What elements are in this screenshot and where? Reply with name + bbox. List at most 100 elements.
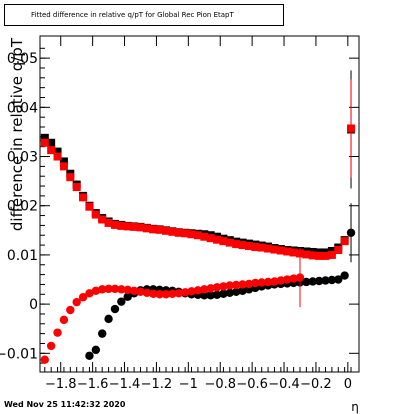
x-tick-label: −1.4	[109, 377, 141, 392]
data-marks	[40, 70, 356, 364]
data-point	[66, 173, 75, 182]
data-point	[72, 183, 81, 192]
data-point	[193, 286, 203, 295]
data-point	[238, 280, 247, 289]
data-point	[53, 152, 62, 161]
data-point	[110, 220, 119, 229]
data-point	[213, 235, 222, 244]
data-point	[257, 243, 266, 252]
x-axis-title: η	[351, 400, 359, 414]
data-point	[104, 284, 113, 294]
data-point	[289, 274, 298, 283]
data-point	[225, 288, 235, 297]
data-point	[212, 290, 222, 299]
chart-title-box: Fitted difference in relative q/pT for G…	[4, 4, 284, 26]
data-point	[321, 251, 330, 260]
data-point	[200, 232, 209, 241]
data-point	[47, 146, 56, 155]
data-point	[142, 224, 151, 233]
data-point	[53, 147, 62, 156]
x-tick-label: −0.4	[268, 377, 300, 392]
x-tick-label: −0.2	[300, 377, 332, 392]
x-tick-label: −1	[179, 377, 198, 392]
data-point	[321, 276, 330, 285]
data-point	[314, 276, 324, 286]
data-point	[174, 289, 183, 298]
data-point	[283, 247, 292, 256]
data-point	[346, 228, 356, 237]
data-point	[110, 304, 120, 314]
chart-title: Fitted difference in relative q/pT for G…	[31, 11, 234, 19]
data-point	[219, 282, 228, 291]
data-point	[123, 285, 132, 295]
data-point	[225, 281, 235, 290]
data-point	[347, 124, 356, 133]
data-point	[244, 242, 253, 251]
data-point	[91, 345, 101, 355]
x-tick-label: −1.6	[77, 377, 109, 392]
data-point	[91, 286, 101, 296]
data-point	[334, 275, 343, 284]
y-tick-label: 0	[29, 297, 38, 313]
data-point	[257, 278, 266, 287]
axis-ticks: −1.8 −1.6 −1.4 −1.2 −1 −0.8 −0.6 −0.4 −0.2 0 −0.01…	[0, 36, 359, 392]
timestamp: Wed Nov 25 11:42:32 2020	[4, 400, 126, 409]
data-point	[270, 245, 279, 254]
data-point	[59, 157, 68, 166]
data-point	[149, 289, 158, 298]
data-point	[104, 218, 113, 227]
data-point	[117, 221, 126, 230]
y-tick-label: 0.02	[7, 199, 38, 215]
data-point	[212, 283, 222, 292]
x-tick-label: 0	[344, 377, 352, 392]
data-point	[79, 193, 88, 202]
data-point	[180, 288, 190, 297]
data-point	[206, 291, 215, 300]
data-point	[53, 328, 62, 337]
data-point	[200, 285, 209, 294]
data-point	[123, 292, 132, 301]
series-3	[40, 248, 305, 364]
data-point	[315, 251, 324, 260]
data-point	[187, 287, 196, 296]
data-point	[238, 286, 247, 296]
data-point	[327, 250, 336, 259]
data-point	[40, 138, 49, 147]
plot-frame	[39, 35, 360, 373]
data-point	[238, 241, 247, 250]
data-point	[206, 284, 215, 293]
data-point	[340, 271, 349, 280]
data-point	[66, 305, 75, 315]
data-point	[200, 291, 209, 300]
data-point	[85, 202, 94, 211]
data-point	[85, 351, 94, 360]
data-point	[168, 227, 177, 236]
data-point	[264, 244, 273, 253]
data-point	[289, 248, 298, 257]
data-point	[142, 288, 152, 297]
y-tick-label: 0.04	[7, 100, 38, 116]
data-point	[40, 355, 49, 364]
data-point	[98, 215, 107, 224]
data-point	[98, 329, 107, 338]
data-point	[270, 277, 279, 286]
data-point	[276, 246, 285, 255]
series-1	[40, 79, 356, 260]
data-point	[130, 222, 139, 231]
y-tick-label: −0.01	[0, 346, 38, 362]
data-point	[155, 225, 164, 234]
y-axis-title: difference in relative q/pT	[8, 37, 26, 231]
data-point	[302, 277, 311, 287]
data-point	[187, 230, 196, 239]
data-point	[78, 293, 88, 302]
y-tick-label: 0.01	[7, 248, 38, 264]
data-point	[117, 285, 126, 294]
data-point	[251, 243, 260, 252]
data-point	[276, 276, 286, 285]
data-point	[308, 251, 317, 260]
data-point	[302, 250, 311, 259]
data-point	[225, 238, 234, 247]
data-point	[193, 231, 202, 240]
data-point	[123, 222, 132, 231]
